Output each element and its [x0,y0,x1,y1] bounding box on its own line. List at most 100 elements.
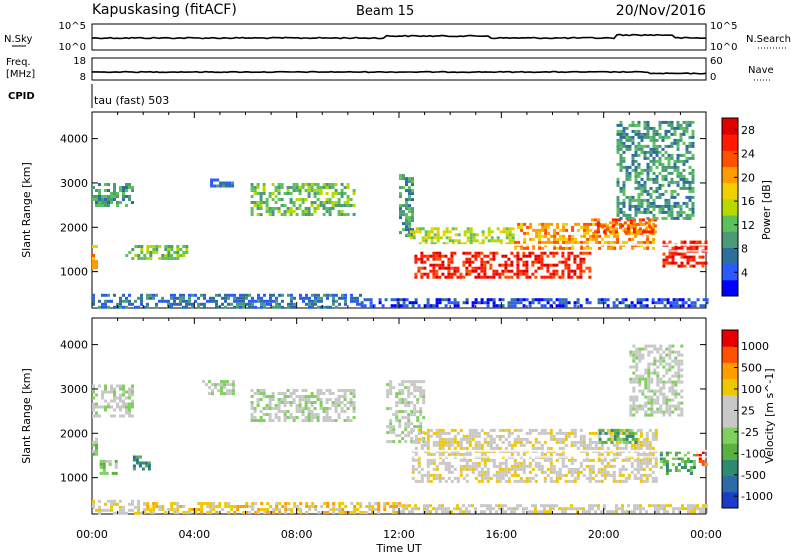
power-data [92,120,712,309]
time-tick-label: 16:00 [485,528,517,541]
y-tick-label: 4000 [60,133,88,146]
power-colorbar-tick-label: 24 [741,148,755,161]
power-colorbar-swatch [722,279,738,297]
power-y-axis: 1000 2000 3000 4000 [60,112,707,308]
range-gap-line [392,456,712,458]
freq-panel-frame [91,57,707,81]
power-colorbar-swatch [722,198,738,216]
y-tick-label: 2000 [60,221,88,234]
power-region-12 [92,293,362,309]
power-panel: 1000 2000 3000 4000 Slant Range [km] 4 8 12 16… [20,111,773,309]
velocity-colorbar-swatch [722,475,738,493]
y-tick-label: 3000 [60,177,88,190]
cpid-value: tau (fast) 503 [94,94,169,107]
sky-tick-top-left: 10^5 [59,21,86,32]
time-axis-label: Time UT [375,542,421,554]
velocity-region-7 [411,428,658,483]
time-tick-label: 00:00 [76,528,108,541]
velocity-region-8 [598,428,638,444]
power-region-11 [616,120,695,220]
velocity-ylabel: Slant Range [km] [20,368,33,464]
power-region-7 [414,251,592,279]
power-colorbar-label: Power [dB] [760,180,773,240]
velocity-region-10 [695,451,708,466]
velocity-colorbar-swatch [722,459,738,477]
velocity-colorbar-tick-label: -500 [741,469,766,482]
date-title: 20/Nov/2016 [616,3,706,19]
velocity-colorbar-label: Velocity [m s^-1] [763,368,776,463]
n-search-label: N.Search [746,34,791,45]
velocity-region-1 [92,437,98,456]
velocity-colorbar-swatch [722,491,738,509]
velocity-colorbar-swatch [722,362,738,380]
power-colorbar-tick-label: 20 [741,171,755,184]
power-colorbar-swatch [722,231,738,248]
power-region-1 [92,183,134,207]
y-tick-label: 4000 [60,339,88,352]
power-ylabel: Slant Range [km] [20,162,33,258]
power-colorbar-swatch [722,150,738,168]
freq-tick-18: 18 [73,56,86,67]
y-tick-label: 1000 [60,266,88,279]
power-region-3 [210,178,235,188]
freq-unit-label: [MHz] [6,69,35,80]
velocity-region-0 [92,384,134,418]
power-colorbar-tick-label: 8 [741,243,748,256]
velocity-colorbar: 1000 500 100 25 -25 -100 -500 -1000 [721,329,773,509]
station-title: Kapuskasing (fitACF) [92,2,237,18]
velocity-region-14 [399,504,708,514]
velocity-colorbar-tick-label: 1000 [741,340,769,353]
power-colorbar-swatch [722,182,738,200]
nave-label: Nave [748,65,774,76]
sky-panel-frame [91,23,707,51]
time-tick-label: 20:00 [588,528,620,541]
freq-trace [92,70,707,75]
nave-tick-60: 60 [710,56,723,67]
nave-tick-0: 0 [710,72,716,83]
power-colorbar-swatch [722,263,738,281]
velocity-panel-frame [91,317,707,515]
velocity-region-6 [386,380,426,444]
velocity-colorbar-tick-label: 100 [741,383,762,396]
power-colorbar-tick-label: 16 [741,195,755,208]
cpid-panel: CPID tau (fast) 503 [8,84,169,108]
power-region-8 [514,222,656,250]
velocity-colorbar-swatch [722,330,738,347]
time-tick-label: 12:00 [383,528,415,541]
velocity-colorbar-tick-label: 25 [741,404,755,417]
y-tick-label: 2000 [60,427,88,440]
velocity-region-3 [132,455,151,471]
velocity-colorbar-tick-label: -25 [741,426,759,439]
time-tick-label: 08:00 [281,528,313,541]
power-colorbar-swatch [722,166,738,184]
power-colorbar-swatch [722,247,738,265]
velocity-colorbar-tick-label: 500 [741,362,762,375]
velocity-colorbar-swatch [722,378,738,396]
n-sky-label: N.Sky [4,34,32,45]
velocity-region-11 [629,344,684,417]
power-colorbar-swatch [722,118,738,135]
velocity-region-5 [250,389,356,422]
time-tick-label: 04:00 [178,528,210,541]
velocity-y-axis: 1000 2000 3000 4000 [60,318,707,514]
velocity-panel: 1000 2000 3000 4000 Slant Range [km] 1000 50… [20,317,776,515]
velocity-region-4 [202,380,235,396]
sky-tick-bottom-right: 10^0 [710,42,737,53]
power-colorbar-swatch [722,215,738,232]
sky-panel: N.Sky 10^5 10^0 10^5 10^0 N.Search [4,21,791,53]
sky-tick-bottom-left: 10^0 [59,42,86,53]
range-gap-line [392,244,712,246]
power-colorbar-frame [721,117,739,297]
velocity-colorbar-swatch [722,346,738,363]
power-region-13 [360,298,709,308]
y-tick-label: 1000 [60,472,88,485]
n-sky-trace [91,33,707,40]
velocity-colorbar-swatch [722,443,738,460]
power-region-6 [406,227,515,246]
power-region-0 [92,245,98,269]
power-region-4 [250,183,356,216]
velocity-data [92,344,712,515]
velocity-region-9 [659,451,696,475]
sky-tick-top-right: 10^5 [710,21,737,32]
